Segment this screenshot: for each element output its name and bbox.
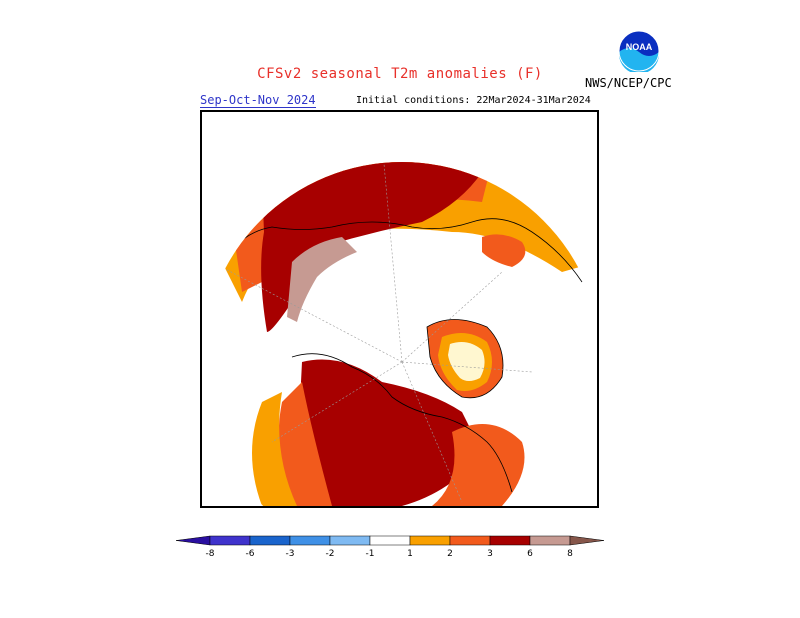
anomaly-region-redorange-eastcanada — [432, 424, 525, 506]
coastline-eurasia — [221, 218, 583, 283]
colorbar-bin — [529, 535, 571, 546]
map-frame — [200, 110, 599, 508]
colorbar-tick-label: 2 — [447, 549, 453, 559]
anomaly-region-darkred-canada — [300, 359, 482, 506]
colorbar-bin — [489, 535, 531, 546]
svg-text:NOAA: NOAA — [626, 42, 653, 52]
coastline-greenland — [426, 319, 504, 399]
colorbar-tick-label: -8 — [206, 549, 215, 559]
colorbar-bin — [569, 535, 605, 546]
anomaly-region-orange-westcoast — [252, 392, 297, 506]
colorbar-tick-label: 6 — [527, 549, 533, 559]
polar-map — [202, 162, 597, 506]
colorbar-tick-label: -2 — [326, 549, 335, 559]
initial-conditions-label: Initial conditions: 22Mar2024-31Mar2024 — [356, 95, 591, 106]
anomaly-region-redorange-westcoast — [278, 382, 332, 506]
coastline-north-america — [291, 353, 513, 493]
season-label: Sep-Oct-Nov 2024 — [200, 93, 316, 108]
chart-title: CFSv2 seasonal T2m anomalies (F) — [257, 66, 543, 82]
meridian-lines — [211, 162, 533, 503]
colorbar-tick-label: -6 — [246, 549, 255, 559]
colorbar-bin — [289, 535, 331, 546]
noaa-logo: NOAA — [618, 30, 660, 72]
anomaly-region-brown-siberia — [287, 237, 357, 322]
anomaly-region-redorange-scandinavia — [482, 234, 526, 267]
colorbar-bin — [369, 535, 411, 546]
colorbar-tick-label: 1 — [407, 549, 413, 559]
colorbar-tick-label: 3 — [487, 549, 493, 559]
agency-label: NWS/NCEP/CPC — [585, 76, 672, 90]
colorbar-bin — [409, 535, 451, 546]
colorbar-bin — [209, 535, 251, 546]
colorbar-bin — [329, 535, 371, 546]
colorbar-bin — [449, 535, 491, 546]
colorbar-tick-label: -1 — [366, 549, 375, 559]
colorbar-bin — [249, 535, 291, 546]
colorbar-bin — [175, 535, 211, 546]
colorbar-tick-label: 8 — [567, 549, 573, 559]
anomaly-region-neutral-greenland — [448, 342, 485, 381]
colorbar-legend: -8 -6 -3 -2 -1 1 2 3 6 8 — [175, 535, 605, 559]
colorbar-tick-label: -3 — [286, 549, 295, 559]
anomaly-region-darkred-siberia — [261, 162, 482, 332]
